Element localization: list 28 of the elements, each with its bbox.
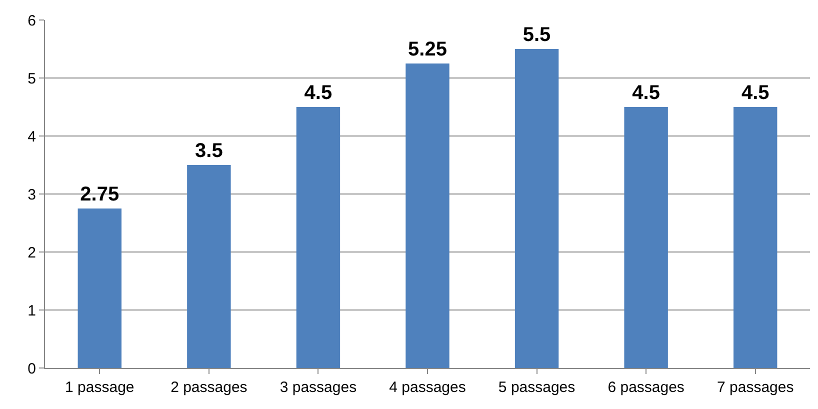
x-tick-label: 5 passages xyxy=(498,379,576,396)
bar xyxy=(624,107,668,368)
bar xyxy=(734,107,778,368)
y-tick-label: 3 xyxy=(28,186,36,204)
x-tick-label: 3 passages xyxy=(280,379,357,396)
y-tick-label: 5 xyxy=(28,70,36,88)
bar xyxy=(406,64,450,368)
y-tick-label: 2 xyxy=(28,244,36,262)
bar xyxy=(187,165,231,368)
x-tick-label: 6 passages xyxy=(608,379,684,396)
bar xyxy=(78,208,122,368)
bar xyxy=(514,49,559,368)
x-tick-label: 2 passages xyxy=(170,379,248,396)
data-label: 4.5 xyxy=(741,82,770,104)
data-label: 4.5 xyxy=(304,82,332,104)
y-tick-label: 1 xyxy=(28,302,36,320)
y-tick-label: 4 xyxy=(28,128,36,146)
x-tick-label: 1 passage xyxy=(65,379,134,396)
data-label: 2.75 xyxy=(80,184,120,206)
bar xyxy=(296,107,340,368)
data-label: 3.5 xyxy=(195,140,223,162)
y-tick-label: 0 xyxy=(28,360,36,378)
data-label: 5.5 xyxy=(522,24,551,46)
x-tick-label: 7 passages xyxy=(716,379,794,396)
data-label: 5.25 xyxy=(408,38,447,60)
x-tick-label: 4 passages xyxy=(389,379,466,396)
data-label: 4.5 xyxy=(632,82,660,104)
y-tick-label: 6 xyxy=(28,12,36,30)
